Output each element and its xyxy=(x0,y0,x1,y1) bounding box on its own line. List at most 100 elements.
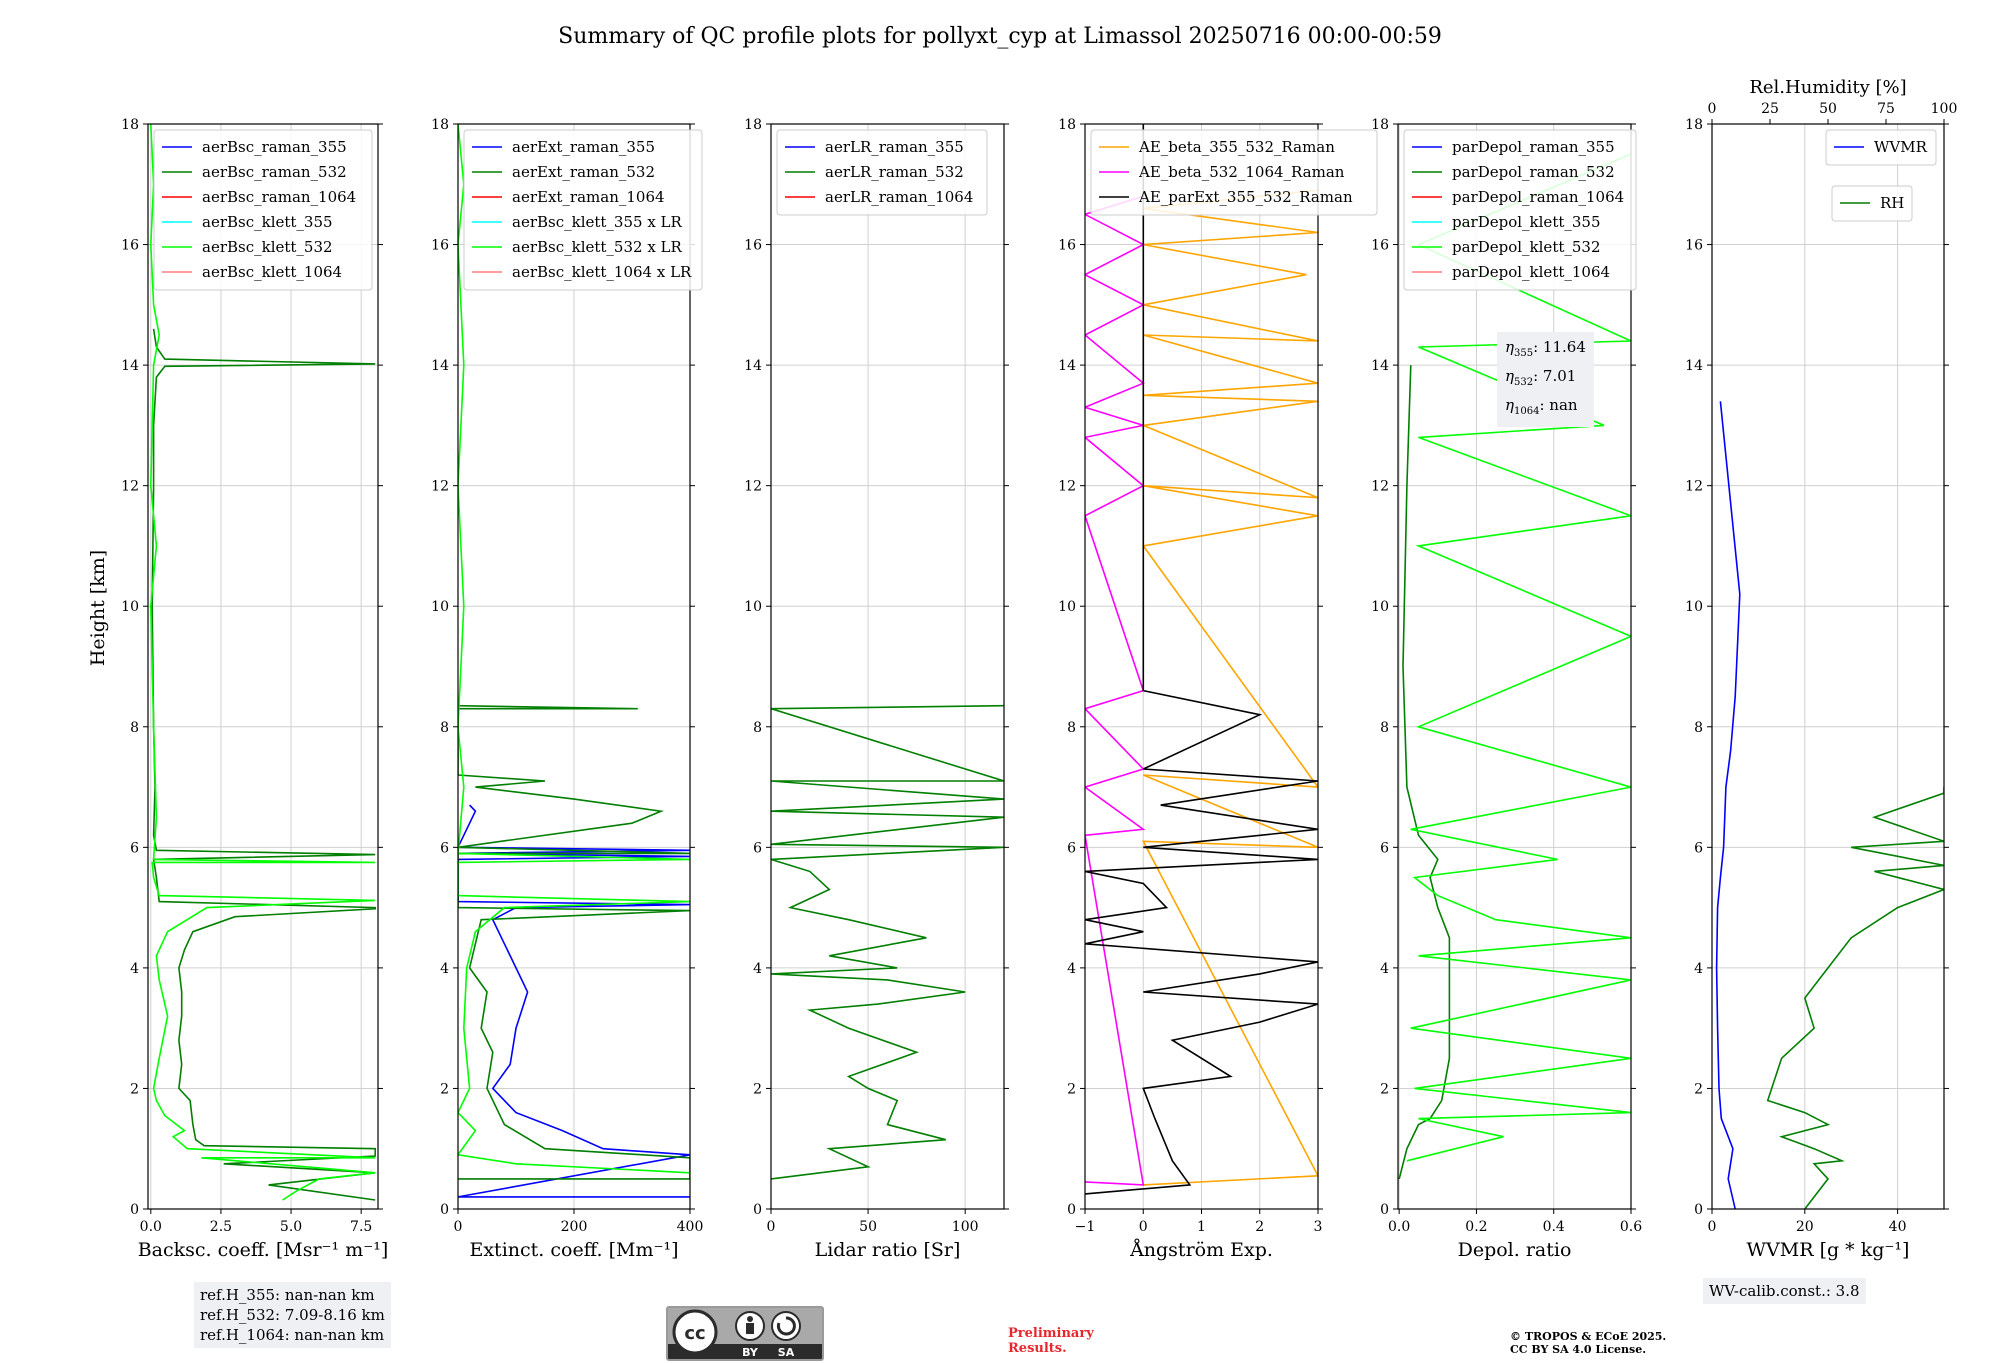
ytick-label: 8 xyxy=(1067,720,1076,736)
legend-label: parDepol_raman_1064 xyxy=(1452,188,1624,206)
top-tick-label: 100 xyxy=(1931,101,1958,117)
legend-label: parDepol_raman_532 xyxy=(1452,163,1615,181)
ytick-label: 4 xyxy=(440,961,449,977)
ytick-label: 18 xyxy=(121,117,139,133)
series-AE_parExt_355_532_Raman xyxy=(1085,124,1318,1195)
legend-label: aerLR_raman_355 xyxy=(825,138,964,156)
legend-frame xyxy=(1831,185,1913,222)
xtick-label: 0.0 xyxy=(1388,1219,1410,1235)
panel-ae-series xyxy=(1085,124,1318,1195)
panel-wv-xlabel: WVMR [g * kg⁻¹] xyxy=(1747,1239,1910,1261)
xtick-label: 3 xyxy=(1314,1219,1323,1235)
xtick-label: 7.5 xyxy=(350,1219,372,1235)
xtick-label: −1 xyxy=(1075,1219,1096,1235)
ytick-label: 14 xyxy=(1058,358,1076,374)
eta-box: η355: 11.64 η532: 7.01 η1064: nan xyxy=(1497,332,1594,427)
ytick-label: 8 xyxy=(130,720,139,736)
xtick-label: 0.6 xyxy=(1620,1219,1642,1235)
legend-label: RH xyxy=(1880,194,1904,212)
ytick-label: 0 xyxy=(440,1202,449,1218)
panel-ae-xlabel: Ångström Exp. xyxy=(1129,1239,1273,1261)
wv-calibration-box: WV-calib.const.: 3.8 xyxy=(1703,1278,1866,1304)
xtick-label: 2.5 xyxy=(210,1219,232,1235)
ytick-label: 2 xyxy=(1694,1081,1703,1097)
legend-label: WVMR xyxy=(1874,138,1928,156)
wv-calib-text: WV-calib.const.: 3.8 xyxy=(1709,1282,1860,1300)
ytick-label: 12 xyxy=(1685,479,1703,495)
sa-share-icon xyxy=(771,1311,801,1341)
xtick-label: 0 xyxy=(1708,1219,1717,1235)
panel-ext-series xyxy=(458,124,690,1198)
cc-license-badge: cc BY SA xyxy=(666,1306,824,1361)
xtick-label: 200 xyxy=(561,1219,588,1235)
eta-1064-value: nan xyxy=(1549,396,1578,414)
ytick-label: 14 xyxy=(1371,358,1389,374)
panel-lr-legend: aerLR_raman_355 aerLR_raman_532 aerLR_rama… xyxy=(776,129,988,216)
panel-ext-legend: aerExt_raman_355 aerExt_raman_532 aerExt_r… xyxy=(463,129,703,291)
legend-label: aerBsc_klett_1064 xyxy=(202,263,342,281)
xtick-label: 2 xyxy=(1255,1219,1264,1235)
top-tick-label: 50 xyxy=(1819,101,1837,117)
series-aerExt_raman_532 xyxy=(458,704,690,1180)
ytick-label: 6 xyxy=(753,840,762,856)
panel-dep: 0 2 4 6 8 10 12 14 16 18 0.0 0.2 0.4 0.6 Depol. ratio p… xyxy=(1371,117,1642,1261)
legend-label: aerBsc_klett_1064 x LR xyxy=(512,263,692,281)
legend-label: aerBsc_raman_1064 xyxy=(202,188,356,206)
ytick-label: 6 xyxy=(130,840,139,856)
xtick-label: 50 xyxy=(859,1219,877,1235)
legend-label: parDepol_klett_532 xyxy=(1452,238,1601,256)
ytick-label: 16 xyxy=(1685,238,1703,254)
ytick-label: 16 xyxy=(121,238,139,254)
legend-label: aerBsc_klett_355 xyxy=(202,213,333,231)
ytick-label: 18 xyxy=(1371,117,1389,133)
series-aerBsc_klett_532 x LR xyxy=(458,124,690,1174)
eta-355-value: 11.64 xyxy=(1542,338,1586,356)
ytick-label: 12 xyxy=(431,479,449,495)
refh-355: ref.H_355: nan-nan km xyxy=(200,1286,375,1304)
rh-top-axis: 0 25 50 75 100 Rel.Humidity [%] xyxy=(1708,77,1958,124)
ytick-label: 2 xyxy=(753,1081,762,1097)
rh-top-axis-label: Rel.Humidity [%] xyxy=(1749,77,1906,98)
ytick-label: 2 xyxy=(1067,1081,1076,1097)
ytick-label: 6 xyxy=(440,840,449,856)
preliminary-results-note: Preliminary Results. xyxy=(1008,1326,1094,1356)
ytick-label: 0 xyxy=(130,1202,139,1218)
ytick-label: 8 xyxy=(1694,720,1703,736)
xtick-label: 0 xyxy=(454,1219,463,1235)
legend-frame xyxy=(153,129,373,291)
series-parDepol_klett_532 xyxy=(1406,153,1631,1162)
series-aerBsc_klett_532 xyxy=(149,124,376,1201)
xtick-label: 5.0 xyxy=(280,1219,302,1235)
legend-label: AE_beta_355_532_Raman xyxy=(1138,138,1335,156)
series-aerExt_raman_355 xyxy=(458,804,690,1198)
top-tick-label: 0 xyxy=(1708,101,1717,117)
series-aerLR_raman_532 xyxy=(771,704,1004,1180)
panel-wv-series xyxy=(1715,401,1944,1209)
legend-label: aerLR_raman_532 xyxy=(825,163,964,181)
reference-height-box: ref.H_355: nan-nan km ref.H_532: 7.09-8.… xyxy=(194,1282,391,1348)
refh-532: ref.H_532: 7.09-8.16 km xyxy=(200,1306,385,1324)
panel-dep-frame xyxy=(1397,123,1632,1210)
legend-label: parDepol_raman_355 xyxy=(1452,138,1615,156)
copyright-note: © TROPOS & ECoE 2025. CC BY SA 4.0 Licen… xyxy=(1510,1330,1667,1356)
legend-frame xyxy=(1825,129,1937,166)
legend-label: aerBsc_klett_532 xyxy=(202,238,333,256)
xtick-label: 400 xyxy=(677,1219,704,1235)
ytick-label: 18 xyxy=(744,117,762,133)
xtick-label: 0 xyxy=(767,1219,776,1235)
legend-label: aerBsc_raman_532 xyxy=(202,163,347,181)
legend-label: aerExt_raman_1064 xyxy=(512,188,665,206)
series-AE_beta_532_1064_Raman xyxy=(1085,195,1146,1186)
ytick-label: 18 xyxy=(1685,117,1703,133)
ytick-label: 0 xyxy=(1694,1202,1703,1218)
ytick-label: 0 xyxy=(1067,1202,1076,1218)
series-AE_beta_355_532_Raman xyxy=(1140,189,1318,1186)
ytick-label: 10 xyxy=(1058,599,1076,615)
panel-bsc-legend: aerBsc_raman_355 aerBsc_raman_532 aerBsc_r… xyxy=(153,129,373,291)
ytick-label: 4 xyxy=(1694,961,1703,977)
figure-title: Summary of QC profile plots for pollyxt_… xyxy=(558,24,1442,49)
ytick-label: 18 xyxy=(431,117,449,133)
ytick-label: 6 xyxy=(1067,840,1076,856)
top-tick-label: 25 xyxy=(1761,101,1779,117)
